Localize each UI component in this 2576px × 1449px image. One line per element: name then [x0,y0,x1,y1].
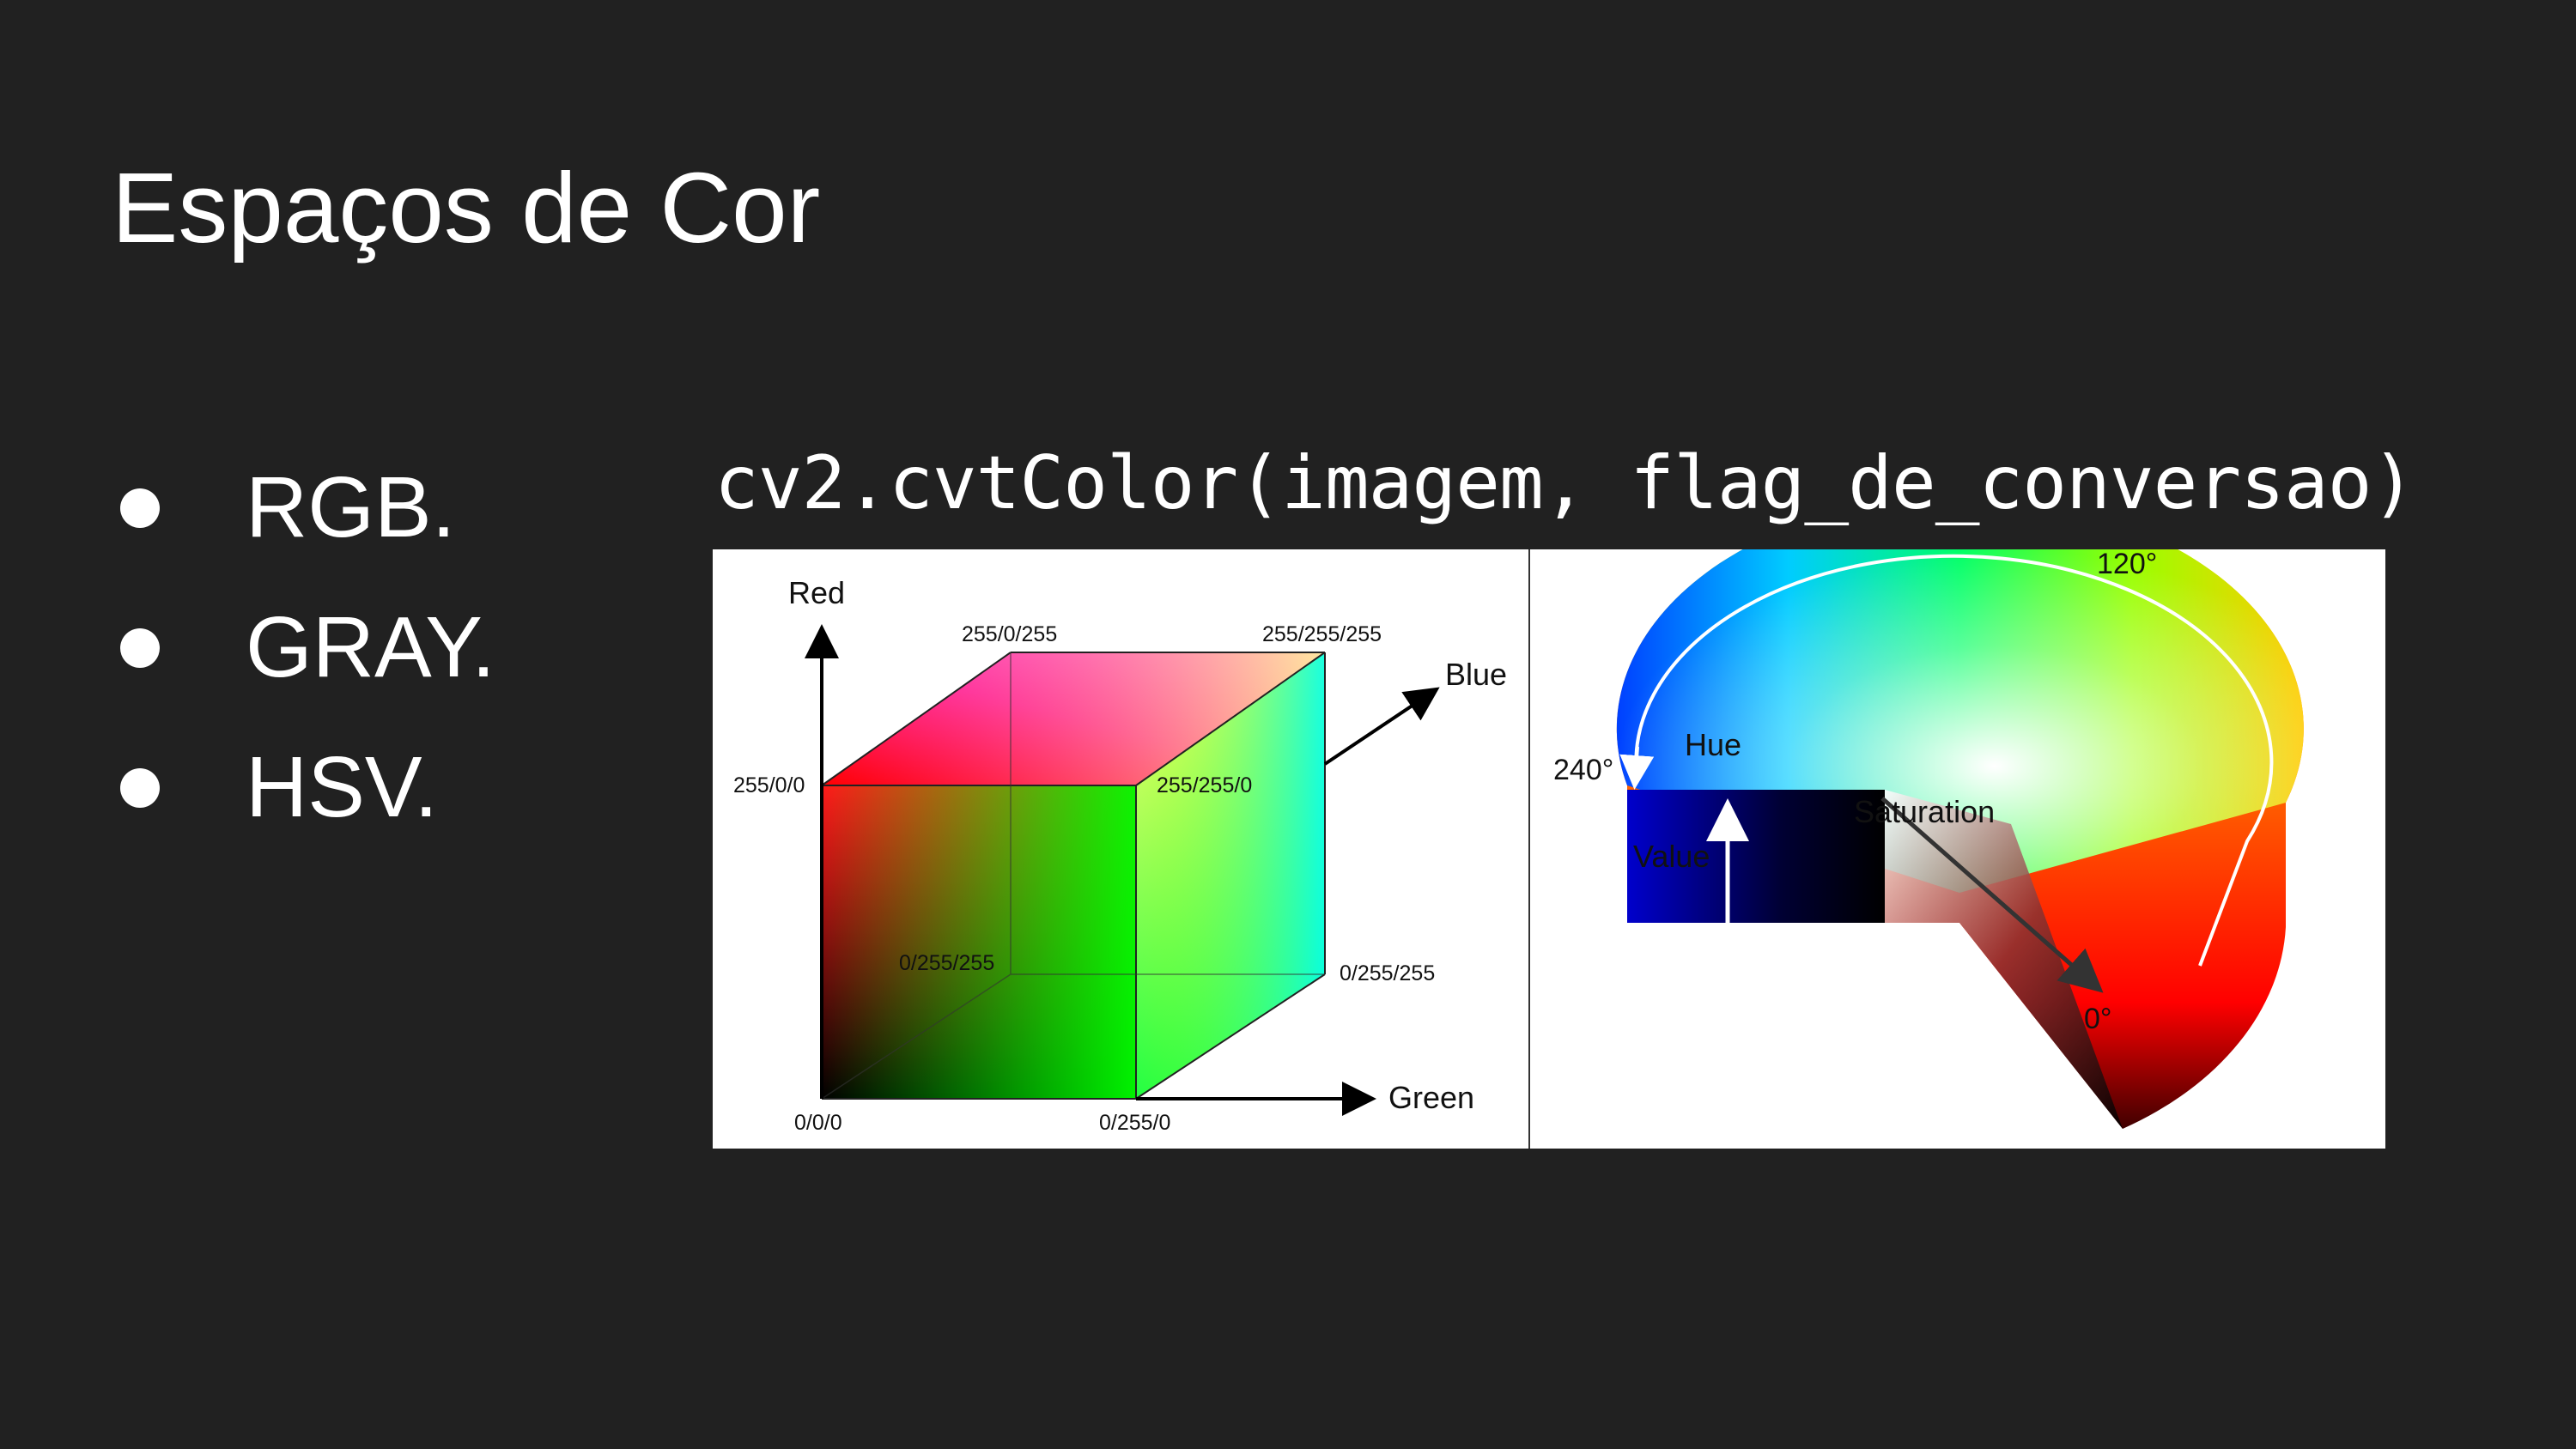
rgb-cube-diagram: Red Green Blue 255/0/255 255/255/255 255… [733,575,1507,1135]
code-snippet: cv2.cvtColor(imagem, flag_de_conversao) [714,440,2415,526]
cube-label: 255/255/255 [1262,622,1382,646]
axis-label-red: Red [788,575,845,610]
bullet-item: RGB. [120,438,495,578]
saturation-arrow [1880,797,2104,993]
figure-divider [1528,549,1530,1149]
bullet-text: GRAY. [246,599,495,695]
slide-title: Espaços de Cor [112,152,821,264]
bullet-item: HSV. [120,718,495,858]
cube-label: 0/0/0 [794,1111,842,1135]
angle-label-0: 0° [2084,1003,2112,1035]
color-space-figure: Red Green Blue 255/0/255 255/255/255 255… [713,549,2385,1149]
bullet-text: HSV. [246,739,439,835]
bullet-item: GRAY. [120,578,495,718]
bullet-dot-icon [120,488,160,528]
value-label: Value [1633,839,1710,874]
bullet-dot-icon [120,767,160,808]
hue-arrow [1619,746,1655,790]
hsv-value-face [1627,790,1885,923]
hsv-saturation-wedge [1885,790,2123,1129]
cube-label: 0/255/0 [1099,1111,1170,1135]
angle-label-120: 120° [2097,549,2157,580]
bullet-dot-icon [120,627,160,668]
bullet-text: RGB. [246,459,456,555]
hsv-cone-diagram: 120° 240° 0° Hue Value Saturation [1553,549,2304,1129]
axis-label-green: Green [1388,1080,1474,1115]
cube-edges [821,652,1326,1100]
blue-axis-arrow [1323,687,1440,766]
saturation-label: Saturation [1854,794,1995,829]
bullet-list: RGB. GRAY. HSV. [120,438,495,858]
cube-label: 255/255/0 [1157,773,1252,797]
cube-label: 255/0/0 [733,773,805,797]
cube-label: 255/0/255 [962,622,1057,646]
angle-label-240: 240° [1553,754,1613,786]
cube-label: 0/255/255 [1340,961,1435,985]
hue-label: Hue [1685,727,1741,762]
cube-label: 0/255/255 [899,951,994,975]
axis-label-blue: Blue [1445,657,1507,692]
